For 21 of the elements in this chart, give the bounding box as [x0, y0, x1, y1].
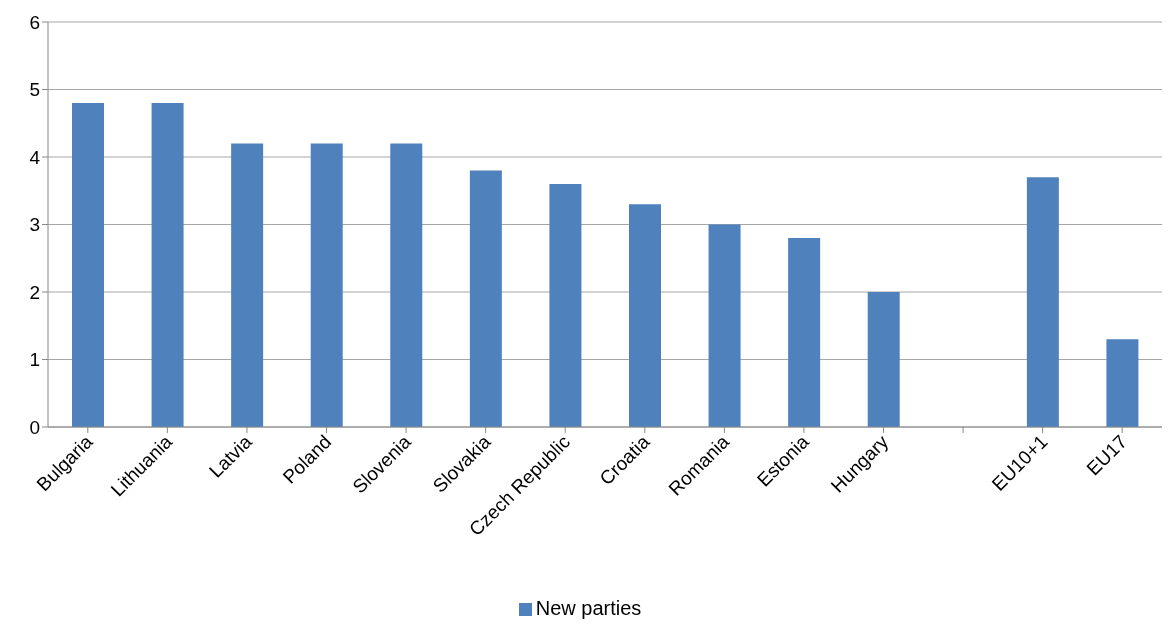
- bar: [708, 224, 741, 427]
- y-tick-label: 2: [29, 281, 40, 303]
- y-tick-label: 0: [29, 416, 40, 438]
- bar: [469, 170, 502, 427]
- y-tick-label: 1: [29, 349, 40, 371]
- y-tick-label: 3: [29, 214, 40, 236]
- bar: [390, 143, 423, 427]
- y-tick-label: 4: [29, 146, 41, 168]
- bar: [72, 103, 104, 427]
- y-tick-label: 5: [29, 79, 40, 101]
- bar: [1026, 177, 1059, 427]
- legend-label: New parties: [535, 597, 642, 619]
- bar: [231, 143, 264, 427]
- bar: [310, 143, 343, 427]
- bar: [549, 184, 582, 427]
- bar: [1106, 339, 1139, 427]
- bar: [629, 204, 661, 427]
- y-tick-label: 6: [29, 11, 40, 33]
- bar: [788, 238, 821, 427]
- bar: [867, 292, 900, 427]
- bar: [151, 103, 184, 427]
